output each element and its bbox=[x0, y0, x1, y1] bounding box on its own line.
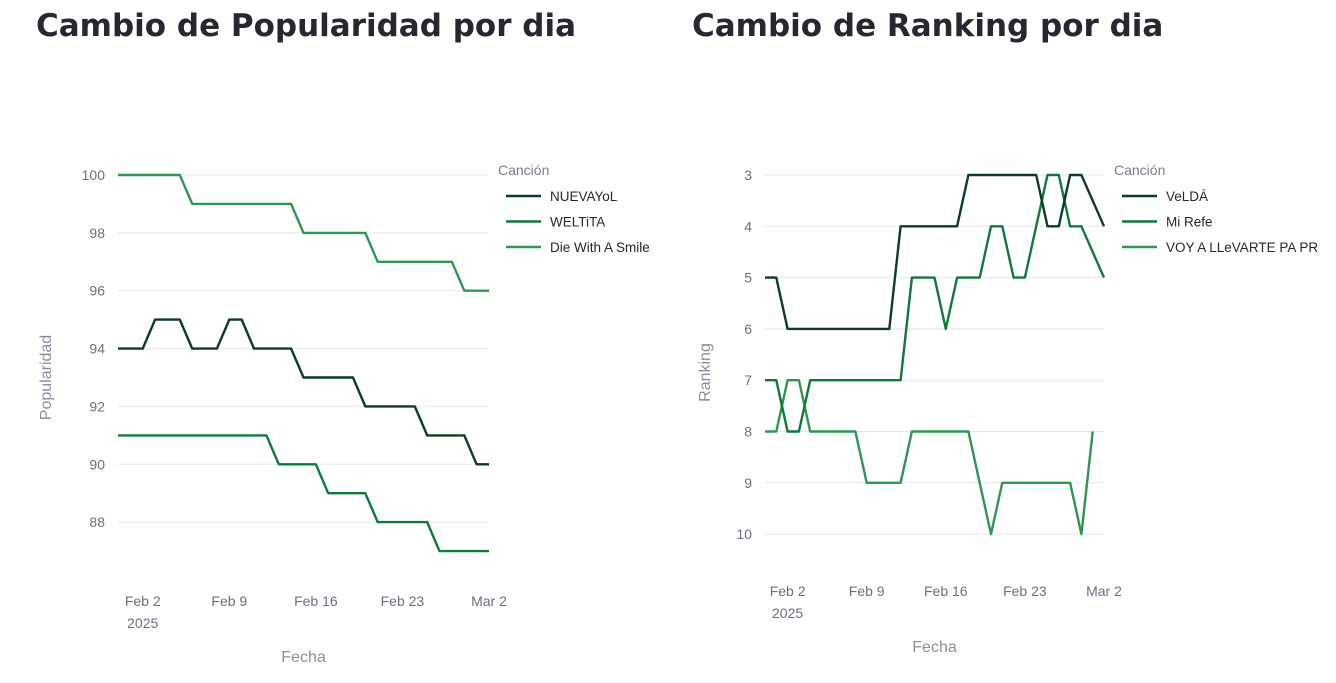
y-tick-label: 4 bbox=[744, 218, 752, 234]
legend-title: Canción bbox=[498, 162, 549, 178]
y-tick-label: 5 bbox=[744, 270, 752, 286]
series-line bbox=[118, 434, 489, 553]
y-tick-label: 88 bbox=[89, 514, 105, 530]
series-line bbox=[765, 173, 1106, 331]
legend-item[interactable]: VeLDÁ bbox=[1166, 189, 1208, 204]
ranking-chart-panel: Cambio de Ranking por dia 3 4 5 6 7 8 9 10 Feb 2… bbox=[660, 0, 1336, 683]
legend-item[interactable]: Die With A Smile bbox=[550, 240, 650, 255]
x-tick-label: Feb 23 bbox=[381, 593, 425, 609]
y-axis-title: Popularidad bbox=[38, 335, 55, 420]
popularity-line-chart: 88 90 92 94 96 98 100 Feb 2 2025 Feb 9 Feb 16 Feb 2… bbox=[38, 162, 650, 666]
x-axis-title: Fecha bbox=[281, 649, 326, 666]
x-tick-label: Feb 9 bbox=[211, 593, 247, 609]
legend-item[interactable]: WELTiTA bbox=[550, 215, 605, 230]
legend-item[interactable]: Mi Refe bbox=[1166, 215, 1213, 230]
y-tick-label: 9 bbox=[744, 475, 752, 491]
x-tick-label: Feb 16 bbox=[924, 583, 968, 599]
series-line bbox=[765, 173, 1106, 433]
y-tick-label: 92 bbox=[89, 398, 105, 414]
chart-title: Cambio de Ranking por dia bbox=[692, 8, 1164, 44]
legend-item[interactable]: NUEVAYoL bbox=[550, 189, 618, 204]
y-axis-title: Ranking bbox=[697, 343, 714, 402]
series-line bbox=[118, 173, 489, 292]
popularity-chart-panel: Cambio de Popularidad por dia 88 90 92 94 96… bbox=[0, 0, 660, 683]
series-line bbox=[118, 318, 489, 466]
x-tick-label: Feb 23 bbox=[1003, 583, 1047, 599]
chart-title: Cambio de Popularidad por dia bbox=[36, 8, 577, 44]
series-line bbox=[765, 379, 1094, 536]
x-tick-label: Feb 9 bbox=[849, 583, 885, 599]
y-tick-label: 8 bbox=[744, 423, 752, 439]
y-tick-label: 90 bbox=[89, 456, 105, 472]
x-tick-year: 2025 bbox=[772, 605, 803, 621]
x-tick-year: 2025 bbox=[127, 615, 158, 631]
x-axis-title: Fecha bbox=[912, 639, 957, 656]
x-tick-label: Feb 2 bbox=[125, 593, 161, 609]
x-tick-label: Mar 2 bbox=[471, 593, 507, 609]
x-tick-label: Feb 16 bbox=[294, 593, 338, 609]
x-tick-label: Feb 2 bbox=[770, 583, 806, 599]
y-tick-label: 96 bbox=[89, 283, 105, 299]
y-tick-label: 98 bbox=[89, 225, 105, 241]
legend-item[interactable]: VOY A LLeVARTE PA PR bbox=[1166, 240, 1318, 255]
y-tick-label: 94 bbox=[89, 341, 105, 357]
legend-title: Canción bbox=[1114, 162, 1165, 178]
y-tick-label: 3 bbox=[744, 167, 752, 183]
y-tick-label: 7 bbox=[744, 372, 752, 388]
ranking-line-chart: 3 4 5 6 7 8 9 10 Feb 2 2025 Feb 9 Feb 16 Feb 23 Mar 2… bbox=[697, 162, 1318, 656]
y-tick-label: 10 bbox=[736, 526, 752, 542]
y-tick-label: 100 bbox=[82, 167, 106, 183]
y-tick-label: 6 bbox=[744, 321, 752, 337]
x-tick-label: Mar 2 bbox=[1086, 583, 1122, 599]
